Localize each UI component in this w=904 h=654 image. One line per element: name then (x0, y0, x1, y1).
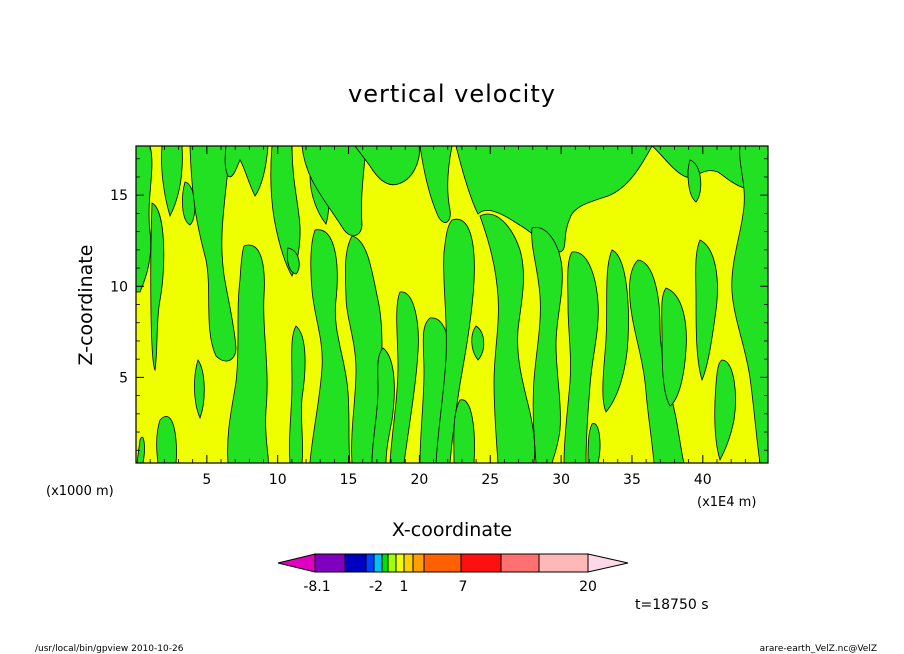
y-axis: 5 10 15 (110, 158, 768, 451)
contour-region (224, 146, 269, 197)
colorbar-labels: -8.1 -2 1 7 20 (303, 579, 597, 595)
colorbar-segment (314, 553, 346, 573)
contour-region (419, 146, 453, 223)
contour-region (136, 146, 153, 293)
contour-region (453, 399, 475, 463)
contour-region (471, 325, 485, 361)
colorbar-label: -2 (369, 579, 383, 595)
y-tick-label: 15 (110, 188, 128, 204)
contour-region (389, 291, 419, 463)
colorbar-segment (381, 553, 389, 573)
y-axis-title: Z-coordinate (75, 245, 97, 366)
y-tick-label: 5 (119, 370, 128, 386)
contour-region (182, 181, 196, 226)
colorbar-segment (395, 553, 405, 573)
contour-region (602, 249, 629, 413)
colorbar-label: 20 (579, 579, 597, 595)
colorbar-arrow-high (587, 553, 629, 573)
contour-region (629, 259, 685, 463)
contour-region (194, 359, 205, 420)
colorbar-segment (500, 553, 540, 573)
x-axis-title: X-coordinate (392, 519, 512, 541)
colorbar (277, 553, 629, 573)
contour-region (161, 146, 183, 218)
contour-region (344, 235, 383, 463)
contour-region (270, 146, 301, 277)
colorbar-segment (403, 553, 414, 573)
chart-title: vertical velocity (348, 80, 556, 108)
contour-region (189, 146, 237, 362)
x-multiplier-right: (x1E4 m) (697, 495, 756, 510)
contour-region (354, 146, 421, 186)
x-tick-label: 30 (552, 472, 570, 488)
contour-region (301, 146, 367, 237)
x-tick-label: 5 (202, 472, 211, 488)
x-tick-label: 40 (694, 472, 712, 488)
colorbar-label: 1 (400, 579, 409, 595)
contour-region (136, 436, 145, 463)
footer-left: /usr/local/bin/gpview 2010-10-26 (35, 644, 184, 654)
x-tick-label: 20 (410, 472, 428, 488)
x-multiplier-left: (x1000 m) (46, 484, 114, 499)
colorbar-label: 7 (459, 579, 468, 595)
colorbar-segment (365, 553, 375, 573)
colorbar-segment (538, 553, 589, 573)
colorbar-segment (423, 553, 462, 573)
colorbar-arrow-low (277, 553, 316, 573)
contour-region (731, 146, 768, 463)
footer-right: arare-earth_VelZ.nc@VelZ (760, 644, 877, 654)
contour-region (150, 202, 165, 372)
contour-region (156, 416, 177, 463)
contour-region (587, 423, 601, 463)
colorbar-segment (387, 553, 397, 573)
time-label: t=18750 s (635, 597, 709, 613)
contour-region (661, 287, 687, 407)
colorbar-label: -8.1 (303, 579, 330, 595)
contour-region (563, 251, 599, 463)
x-tick-label: 15 (340, 472, 358, 488)
contour-region (227, 244, 269, 463)
x-tick-label: 35 (623, 472, 641, 488)
colorbar-segment (373, 553, 383, 573)
y-tick-label: 10 (110, 279, 128, 295)
colorbar-segment (344, 553, 367, 573)
contour-regions (136, 146, 768, 463)
contour-region (695, 239, 718, 382)
contour-region (714, 359, 736, 462)
contour-region (435, 218, 475, 463)
contour-region (371, 347, 395, 463)
colorbar-segment (460, 553, 502, 573)
contour-region (286, 247, 300, 275)
x-tick-label: 10 (269, 472, 287, 488)
contour-region (289, 325, 306, 463)
contour-region (531, 227, 563, 463)
contour-region (687, 159, 702, 203)
colorbar-segment (412, 553, 425, 573)
x-tick-label: 25 (481, 472, 499, 488)
x-axis: 5 10 15 20 25 30 35 40 (149, 146, 760, 488)
